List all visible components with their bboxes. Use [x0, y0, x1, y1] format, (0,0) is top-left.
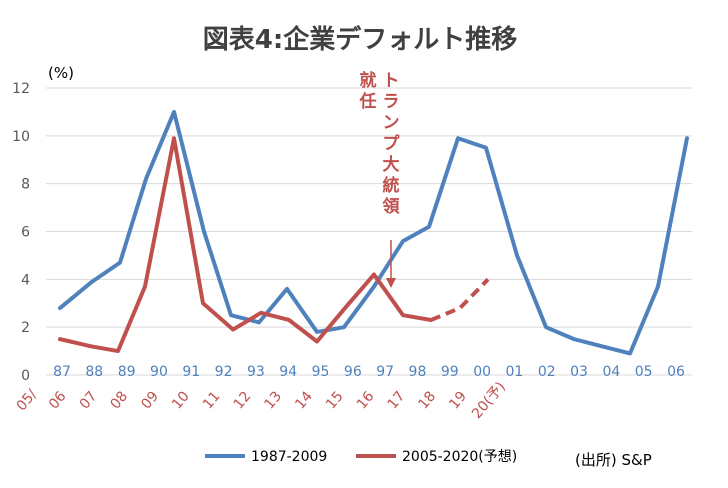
series-line-2005-2020: [58, 136, 433, 354]
annotation-text-char: 統: [383, 175, 400, 196]
legend: 1987-2009 2005-2020(予想): [205, 449, 517, 465]
x-tick-label-primary: 05: [635, 364, 653, 380]
x-tick-label-primary: 98: [409, 364, 427, 380]
x-tick-label-primary: 88: [85, 364, 103, 380]
x-tick-label-primary: 90: [150, 364, 168, 380]
x-tick-label-primary: 87: [53, 364, 71, 380]
x-tick-label-primary: 97: [376, 364, 394, 380]
series-line-1987-2009: [58, 109, 689, 356]
y-tick-label: 2: [21, 320, 30, 336]
x-tick-label-primary: 94: [279, 364, 297, 380]
annotation-arrow-head: [386, 278, 396, 288]
y-axis-unit-label: (%): [48, 64, 74, 82]
x-tick-label-primary: 89: [118, 364, 136, 380]
x-tick-label-primary: 02: [538, 364, 556, 380]
x-tick-label-primary: 03: [570, 364, 588, 380]
annotation-text-char: 任: [359, 91, 377, 112]
x-tick-label-primary: 00: [473, 364, 491, 380]
y-tick-label: 6: [21, 225, 30, 241]
x-tick-label-primary: 06: [667, 364, 685, 380]
legend-label: 2005-2020(予想): [402, 449, 517, 465]
x-tick-label-primary: 99: [441, 364, 459, 380]
x-tick-label-primary: 04: [602, 364, 620, 380]
legend-label: 1987-2009: [251, 449, 327, 465]
annotation-text-char: ト: [383, 71, 400, 91]
x-tick-label-primary: 96: [344, 364, 362, 380]
annotation-text-char: ラ: [383, 92, 400, 112]
y-tick-label: 8: [21, 177, 30, 193]
annotation-text-char: 大: [383, 154, 400, 175]
y-tick-label: 12: [12, 81, 30, 97]
y-tick-label: 10: [12, 129, 30, 145]
y-tick-label: 4: [21, 272, 30, 288]
annotation-text-char: プ: [383, 133, 401, 154]
source-note: (出所) S&P: [575, 451, 652, 469]
x-tick-label-primary: 92: [215, 364, 233, 380]
y-tick-label: 0: [21, 368, 30, 384]
annotation-text-char: ン: [383, 113, 400, 133]
annotation-text-char: 就: [360, 70, 377, 91]
x-tick-label-primary: 01: [506, 364, 524, 380]
chart-title: 図表4:企業デフォルト推移: [203, 24, 518, 55]
x-tick-label-primary: 95: [312, 364, 330, 380]
x-tick-label-primary: 93: [247, 364, 265, 380]
x-tick-label-primary: 91: [182, 364, 200, 380]
series-layer: [58, 109, 689, 356]
y-axis-tick-labels: 0 2 4 6 8 10 12: [12, 81, 30, 384]
annotation-text-char: 領: [383, 196, 401, 217]
x-axis-primary-tick-labels: 87 88 89 90 91 92 93 94 95 96 97 98 99 00 01 02 03 04 05 06: [53, 364, 685, 380]
